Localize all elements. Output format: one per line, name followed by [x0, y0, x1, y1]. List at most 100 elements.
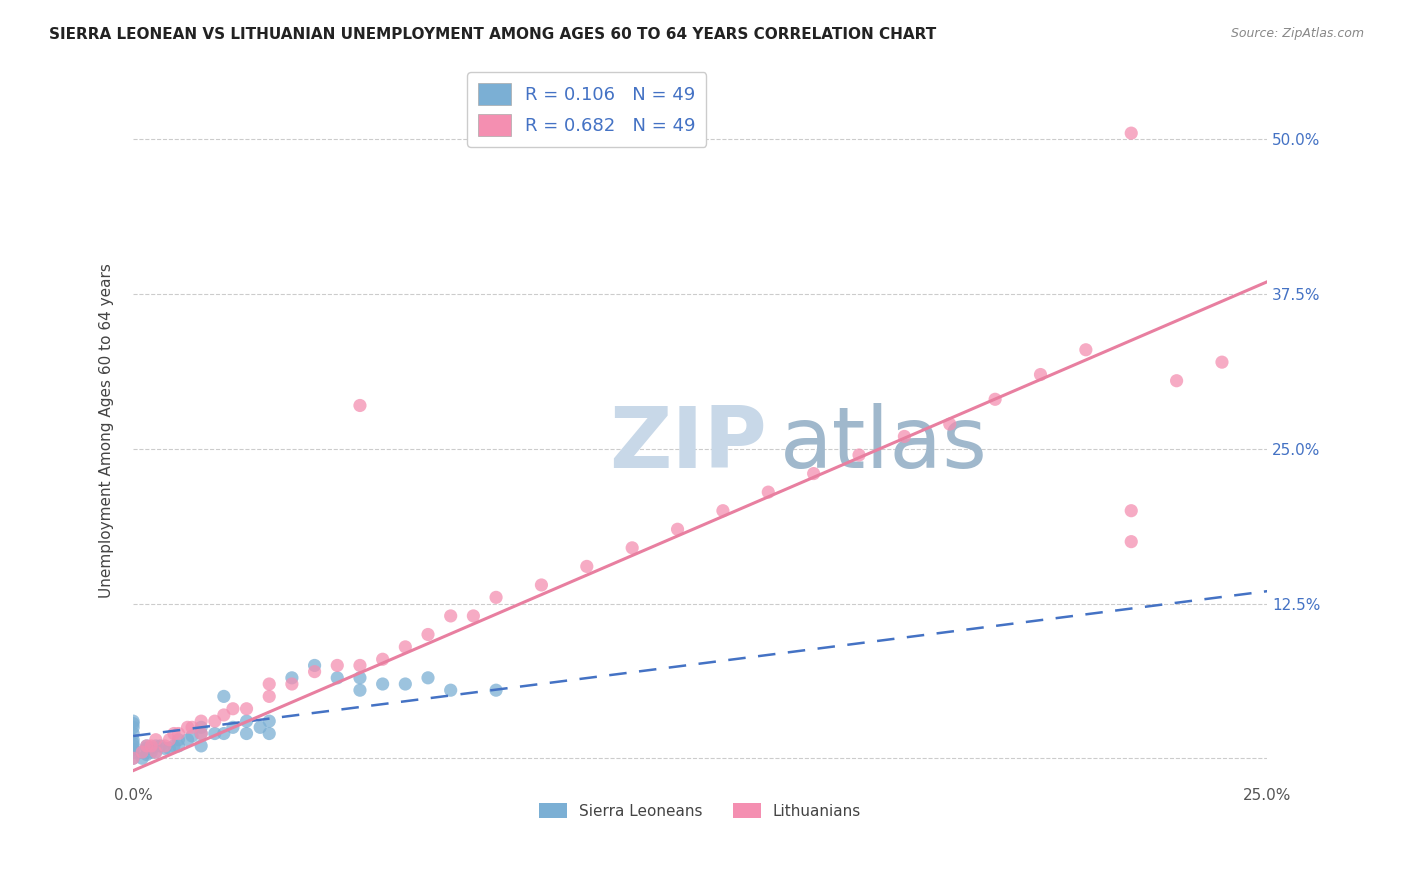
Point	[145, 745, 167, 759]
Point	[371, 677, 394, 691]
Point	[190, 726, 212, 740]
Point	[122, 751, 145, 765]
Point	[141, 739, 163, 753]
Point	[249, 720, 271, 734]
Point	[939, 417, 962, 431]
Point	[485, 591, 508, 605]
Point	[122, 714, 145, 728]
Point	[1029, 368, 1052, 382]
Point	[756, 485, 779, 500]
Text: atlas: atlas	[779, 403, 987, 486]
Point	[122, 732, 145, 747]
Point	[711, 504, 734, 518]
Point	[167, 732, 190, 747]
Point	[145, 745, 167, 759]
Point	[212, 690, 235, 704]
Point	[167, 726, 190, 740]
Point	[212, 708, 235, 723]
Point	[1121, 534, 1143, 549]
Point	[463, 608, 485, 623]
Point	[122, 720, 145, 734]
Point	[145, 732, 167, 747]
Point	[984, 392, 1007, 407]
Point	[122, 742, 145, 756]
Point	[349, 658, 371, 673]
Point	[1121, 126, 1143, 140]
Point	[157, 741, 180, 756]
Point	[222, 702, 245, 716]
Point	[190, 739, 212, 753]
Point	[530, 578, 553, 592]
Point	[257, 714, 280, 728]
Point	[416, 627, 439, 641]
Point	[803, 467, 825, 481]
Point	[167, 739, 190, 753]
Point	[149, 739, 172, 753]
Point	[176, 732, 198, 747]
Point	[222, 720, 245, 734]
Point	[848, 448, 870, 462]
Point	[371, 652, 394, 666]
Point	[190, 726, 212, 740]
Point	[153, 739, 176, 753]
Point	[893, 429, 915, 443]
Point	[122, 726, 145, 740]
Point	[157, 732, 180, 747]
Point	[135, 747, 157, 762]
Point	[181, 720, 204, 734]
Point	[666, 522, 689, 536]
Point	[122, 739, 145, 753]
Point	[141, 741, 163, 756]
Text: SIERRA LEONEAN VS LITHUANIAN UNEMPLOYMENT AMONG AGES 60 TO 64 YEARS CORRELATION : SIERRA LEONEAN VS LITHUANIAN UNEMPLOYMEN…	[49, 27, 936, 42]
Point	[1211, 355, 1233, 369]
Point	[131, 751, 153, 765]
Point	[326, 671, 349, 685]
Y-axis label: Unemployment Among Ages 60 to 64 years: Unemployment Among Ages 60 to 64 years	[100, 263, 114, 598]
Point	[153, 741, 176, 756]
Point	[181, 729, 204, 743]
Point	[394, 677, 416, 691]
Point	[204, 726, 226, 740]
Point	[349, 683, 371, 698]
Point	[145, 739, 167, 753]
Point	[440, 683, 463, 698]
Point	[1074, 343, 1097, 357]
Point	[135, 741, 157, 756]
Legend: Sierra Leoneans, Lithuanians: Sierra Leoneans, Lithuanians	[533, 797, 868, 825]
Point	[122, 751, 145, 765]
Point	[176, 720, 198, 734]
Text: ZIP: ZIP	[609, 403, 768, 486]
Point	[135, 739, 157, 753]
Point	[621, 541, 644, 555]
Point	[416, 671, 439, 685]
Point	[235, 714, 257, 728]
Point	[122, 745, 145, 759]
Point	[575, 559, 598, 574]
Point	[235, 726, 257, 740]
Point	[485, 683, 508, 698]
Point	[257, 690, 280, 704]
Point	[122, 736, 145, 750]
Point	[131, 745, 153, 759]
Point	[163, 726, 186, 740]
Point	[1166, 374, 1188, 388]
Point	[122, 716, 145, 731]
Point	[131, 745, 153, 759]
Point	[281, 671, 304, 685]
Point	[349, 671, 371, 685]
Text: Source: ZipAtlas.com: Source: ZipAtlas.com	[1230, 27, 1364, 40]
Point	[1121, 504, 1143, 518]
Point	[190, 720, 212, 734]
Point	[163, 739, 186, 753]
Point	[304, 658, 326, 673]
Point	[190, 714, 212, 728]
Point	[349, 399, 371, 413]
Point	[212, 726, 235, 740]
Point	[257, 677, 280, 691]
Point	[204, 714, 226, 728]
Point	[326, 658, 349, 673]
Point	[394, 640, 416, 654]
Point	[135, 739, 157, 753]
Point	[235, 702, 257, 716]
Point	[141, 745, 163, 759]
